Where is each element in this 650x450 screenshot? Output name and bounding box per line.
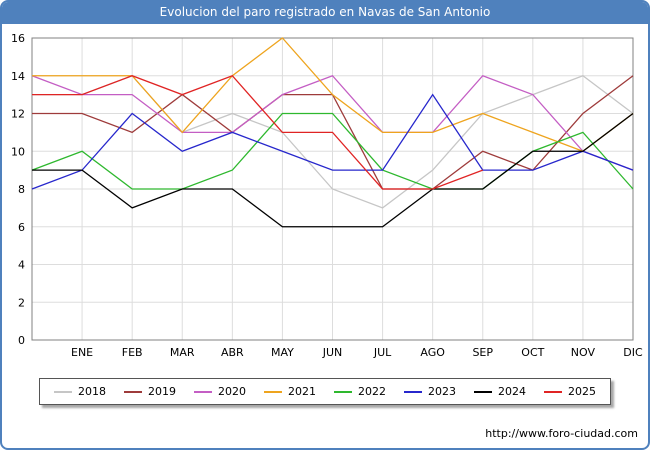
legend-label-2025: 2025: [568, 385, 596, 398]
legend-item-2022: 2022: [334, 385, 386, 398]
y-tick-label: 0: [18, 334, 25, 347]
x-tick-label: JUN: [322, 346, 343, 359]
series-line-2024: [32, 112, 634, 228]
y-tick-label: 6: [18, 221, 25, 234]
legend-swatch-2023: [404, 390, 422, 393]
legend-item-2019: 2019: [124, 385, 176, 398]
x-tick-label: AGO: [420, 346, 445, 359]
y-tick-label: 12: [11, 108, 25, 121]
line-chart-svg: 0 2 4 6 8 10 12 14 16 ENE FEB MAR ABR MAY JUN JUL AGO SEP…: [11, 32, 643, 359]
y-tick-label: 14: [11, 70, 25, 83]
legend-item-2023: 2023: [404, 385, 456, 398]
legend-swatch-2020: [194, 390, 212, 393]
x-tick-label: NOV: [571, 346, 596, 359]
chart-title: Evolucion del paro registrado en Navas d…: [2, 2, 648, 24]
x-tick-label: DIC: [623, 346, 643, 359]
x-tick-label: ENE: [71, 346, 93, 359]
legend-item-2018: 2018: [54, 385, 106, 398]
legend-label-2020: 2020: [218, 385, 246, 398]
legend-swatch-2021: [264, 390, 282, 393]
series-line-2023: [31, 93, 634, 190]
legend-label-2019: 2019: [148, 385, 176, 398]
series-line-2025: [32, 74, 483, 190]
x-tick-label: FEB: [122, 346, 143, 359]
y-tick-label: 8: [18, 183, 25, 196]
x-tick-label: ABR: [221, 346, 244, 359]
legend-swatch-2025: [544, 390, 562, 393]
legend-label-2024: 2024: [498, 385, 526, 398]
legend-swatch-2022: [334, 390, 352, 393]
legend-swatch-2024: [474, 390, 492, 393]
y-tick-label: 16: [11, 32, 25, 45]
series-line-2020: [31, 74, 634, 171]
x-tick-label: MAY: [271, 346, 294, 359]
x-tick-label: SEP: [472, 346, 493, 359]
x-tick-label: JUL: [373, 346, 392, 359]
y-tick-label: 2: [18, 296, 25, 309]
legend-label-2018: 2018: [78, 385, 106, 398]
legend-swatch-2019: [124, 390, 142, 393]
x-tick-label: MAR: [170, 346, 195, 359]
legend-item-2020: 2020: [194, 385, 246, 398]
y-tick-label: 10: [11, 145, 25, 158]
legend-label-2023: 2023: [428, 385, 456, 398]
legend-swatch-2018: [54, 390, 72, 393]
line-chart: 0 2 4 6 8 10 12 14 16 ENE FEB MAR ABR MAY JUN JUL AGO SEP…: [2, 28, 648, 362]
legend: 2018 2019 2020 2021 2022 2023 2024 2025: [39, 378, 611, 405]
legend-item-2025: 2025: [544, 385, 596, 398]
legend-item-2024: 2024: [474, 385, 526, 398]
footer-url: http://www.foro-ciudad.com: [485, 427, 638, 440]
legend-label-2022: 2022: [358, 385, 386, 398]
legend-item-2021: 2021: [264, 385, 316, 398]
y-tick-label: 4: [18, 259, 25, 272]
x-tick-label: OCT: [521, 346, 544, 359]
legend-label-2021: 2021: [288, 385, 316, 398]
